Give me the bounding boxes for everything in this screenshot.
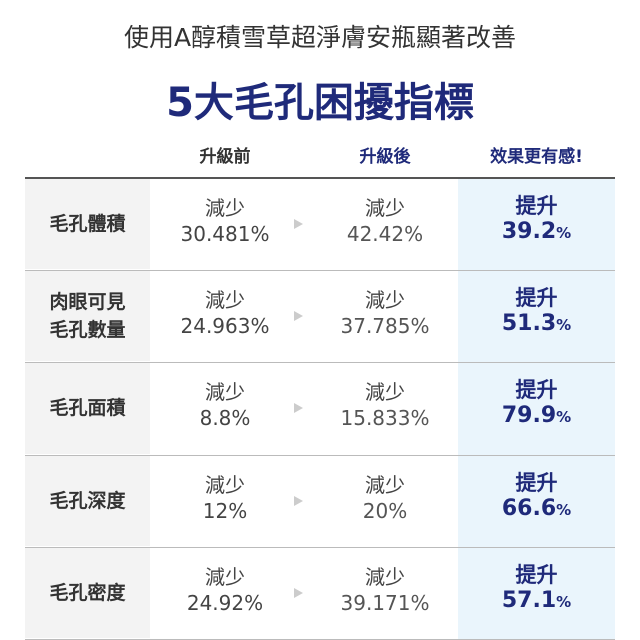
highlight-column (458, 178, 615, 640)
before-cell: 減少 30.481% (145, 195, 305, 247)
row-divider (25, 546, 615, 548)
after-cell: 減少 37.785% (305, 287, 465, 339)
row-label: 毛孔密度 (25, 547, 150, 638)
improve-cell: 提升 57.1% (458, 562, 615, 615)
improve-word: 提升 (515, 562, 558, 587)
arrow-icon (294, 495, 303, 506)
column-header: 效果更有感! (490, 147, 583, 167)
cell-word: 減少 (205, 564, 245, 589)
improve-number: 51.3 (501, 311, 557, 337)
arrow-icon (294, 587, 303, 598)
cell-word: 減少 (365, 196, 405, 220)
row-label: 毛孔深度 (25, 455, 150, 546)
arrow-icon (294, 219, 303, 229)
cell-value: 20% (362, 498, 408, 523)
row-label: 肉眼可見 毛孔數量 (25, 271, 150, 362)
after-cell: 減少 42.42% (305, 195, 465, 247)
improve-cell: 提升 39.2% (458, 193, 615, 246)
improve-unit: % (556, 500, 572, 519)
improve-cell: 提升 79.9% (458, 377, 615, 430)
cell-word: 減少 (365, 380, 405, 405)
improve-word: 提升 (515, 378, 558, 403)
column-header: 升級後 (359, 147, 411, 167)
row-divider (25, 270, 615, 272)
cell-value: 24.963% (180, 314, 270, 339)
improve-unit: % (556, 224, 572, 242)
arrow-icon (294, 311, 303, 322)
cell-word: 減少 (205, 288, 245, 313)
cell-word: 減少 (205, 380, 245, 405)
improve-number: 57.1 (501, 587, 557, 613)
before-cell: 減少 24.963% (145, 287, 305, 339)
improve-number: 66.6 (501, 495, 557, 521)
cell-value: 37.785% (340, 314, 430, 339)
row-divider (25, 454, 615, 456)
cell-word: 減少 (205, 472, 245, 497)
improve-word: 提升 (515, 470, 558, 495)
row-label: 毛孔面積 (25, 363, 150, 454)
before-cell: 減少 24.92% (145, 564, 305, 616)
improve-cell: 提升 66.6% (458, 470, 615, 523)
row-divider (25, 362, 615, 364)
cell-value: 30.481% (180, 222, 270, 246)
subtitle: 使用A醇積雪草超淨膚安瓶顯著改善 (123, 23, 517, 52)
cell-value: 12% (202, 498, 248, 523)
before-cell: 減少 8.8% (145, 379, 305, 431)
improve-number: 39.2 (501, 219, 557, 244)
improve-value: 57.1% (458, 588, 615, 615)
cell-word: 減少 (205, 196, 245, 220)
improve-value: 79.9% (458, 403, 615, 430)
after-cell: 減少 15.833% (305, 379, 465, 431)
improve-unit: % (556, 316, 572, 335)
improve-cell: 提升 51.3% (458, 285, 615, 338)
improve-number: 79.9 (501, 403, 557, 429)
cell-value: 15.833% (340, 406, 430, 431)
cell-value: 8.8% (199, 406, 251, 431)
cell-value: 39.171% (340, 590, 430, 615)
title: 5大毛孔困擾指標 (166, 80, 474, 126)
cell-value: 42.42% (346, 222, 424, 246)
after-cell: 減少 20% (305, 472, 465, 524)
top-rule (25, 177, 615, 179)
improve-unit: % (556, 592, 572, 611)
arrow-icon (294, 403, 303, 414)
cell-word: 減少 (365, 472, 405, 497)
improve-word: 提升 (515, 286, 558, 311)
row-label: 毛孔體積 (25, 179, 150, 270)
improve-value: 51.3% (458, 311, 615, 338)
cell-word: 減少 (365, 564, 405, 589)
cell-word: 減少 (365, 288, 405, 313)
before-cell: 減少 12% (145, 472, 305, 524)
improve-value: 66.6% (458, 496, 615, 523)
improve-word: 提升 (515, 194, 558, 218)
after-cell: 減少 39.171% (305, 564, 465, 616)
improve-unit: % (556, 408, 572, 427)
improve-value: 39.2% (458, 219, 615, 246)
column-header: 升級前 (199, 147, 251, 167)
cell-value: 24.92% (186, 590, 264, 615)
